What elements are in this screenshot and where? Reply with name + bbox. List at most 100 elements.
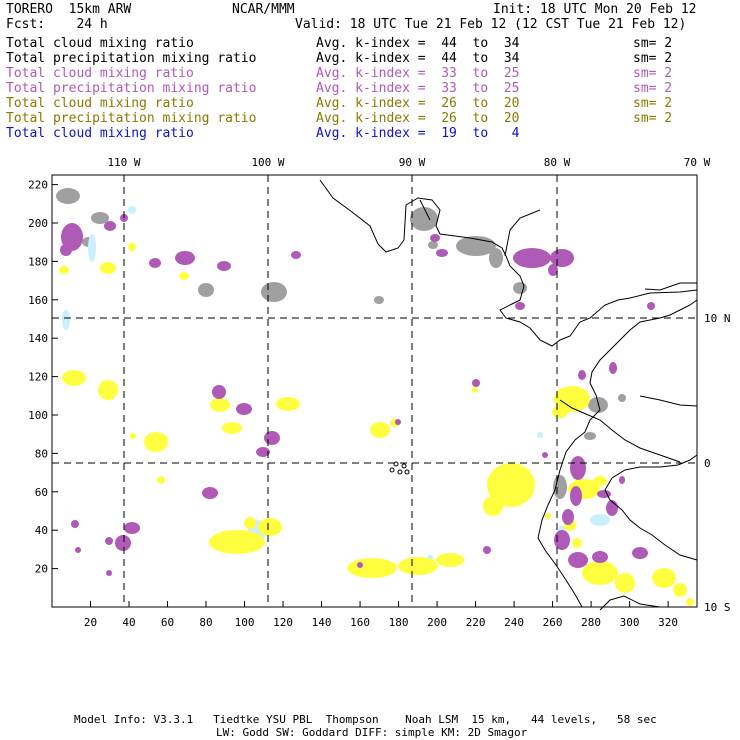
- legend-smoothing: sm= 2: [633, 51, 673, 66]
- legend-field-label: Total precipitation mixing ratio: [6, 111, 257, 126]
- cloud-blob-yellow: [222, 422, 242, 434]
- cloud-blob-yellow: [554, 386, 590, 412]
- cloud-blob-gray: [56, 188, 80, 204]
- y-tick-label: 40: [35, 524, 48, 537]
- cloud-blob-purple: [568, 552, 588, 568]
- y-tick-label: 20: [35, 563, 48, 576]
- cloud-blob-purple: [570, 486, 582, 506]
- longitude-label: 90 W: [399, 156, 426, 169]
- y-tick-label: 80: [35, 447, 48, 460]
- cloud-blob-yellow: [593, 476, 607, 486]
- cloud-blob-yellow: [179, 272, 189, 280]
- cloud-blob-yellow: [276, 397, 300, 411]
- cloud-blob-yellow: [98, 380, 118, 400]
- coastline: [537, 299, 698, 608]
- cloud-blob-purple: [115, 535, 131, 551]
- legend-smoothing: sm= 2: [633, 66, 673, 81]
- coastline: [644, 282, 697, 291]
- cloud-blob-yellow: [686, 598, 694, 606]
- cloud-blob-purple: [647, 302, 655, 310]
- forecast-hour: Fcst: 24 h: [6, 17, 108, 32]
- legend-field-label: Total cloud mixing ratio: [6, 66, 194, 81]
- x-tick-label: 100: [235, 616, 255, 629]
- coastline: [559, 399, 681, 463]
- cloud-blob-yellow: [144, 432, 168, 452]
- cloud-blob-purple: [124, 522, 140, 534]
- cloud-blob-purple: [513, 248, 551, 268]
- cloud-blob-yellow: [483, 496, 503, 516]
- x-tick-label: 320: [658, 616, 678, 629]
- galapagos-island: [389, 467, 395, 473]
- y-tick-label: 140: [28, 332, 48, 345]
- cloud-blob-gray: [261, 282, 287, 302]
- y-tick-label: 120: [28, 371, 48, 384]
- legend-kindex-range: Avg. k-index = 44 to 34: [316, 51, 520, 66]
- cloud-blob-purple: [395, 419, 401, 425]
- cloud-blob-purple: [606, 500, 618, 516]
- x-tick-label: 140: [312, 616, 332, 629]
- cloud-blob-yellow: [487, 463, 535, 507]
- cloud-blob-yellow: [128, 243, 136, 251]
- cloud-blob-purple: [619, 476, 625, 484]
- cloud-blob-cyan: [537, 432, 543, 438]
- cloud-blob-purple: [60, 244, 72, 256]
- y-tick-label: 180: [28, 255, 48, 268]
- cloud-blob-purple: [550, 249, 574, 267]
- legend-kindex-range: Avg. k-index = 26 to 20: [316, 111, 520, 126]
- coastline: [599, 595, 661, 611]
- cloud-blob-gray: [584, 432, 596, 440]
- cloud-blob-gray: [91, 212, 109, 224]
- galapagos-island: [393, 461, 399, 467]
- cloud-blob-yellow: [545, 513, 551, 519]
- cloud-blob-purple: [61, 223, 83, 251]
- cloud-blob-yellow: [652, 568, 676, 588]
- cloud-blob-yellow: [100, 262, 116, 274]
- coastline: [504, 209, 541, 257]
- legend-field-label: Total precipitation mixing ratio: [6, 81, 257, 96]
- x-tick-label: 60: [161, 616, 174, 629]
- legend-smoothing: sm= 2: [633, 111, 673, 126]
- cloud-blob-purple: [570, 456, 586, 480]
- cloud-blob-yellow: [472, 387, 478, 393]
- cloud-blob-purple: [430, 234, 440, 242]
- y-tick-label: 220: [28, 179, 48, 192]
- cloud-blob-purple: [483, 546, 491, 554]
- cloud-blob-yellow: [572, 538, 582, 548]
- legend-kindex-range: Avg. k-index = 33 to 25: [316, 81, 520, 96]
- legend-kindex-range: Avg. k-index = 33 to 25: [316, 66, 520, 81]
- latitude-label: 10 N: [704, 312, 731, 325]
- cloud-blob-purple: [291, 251, 301, 259]
- cloud-blob-yellow: [62, 370, 86, 386]
- cloud-blob-yellow: [244, 517, 256, 529]
- plot-frame: [51, 174, 698, 608]
- cloud-blob-purple: [542, 452, 548, 458]
- cloud-blob-yellow: [157, 476, 165, 484]
- cloud-blob-yellow: [210, 398, 230, 412]
- cloud-blob-purple: [212, 385, 226, 399]
- latitude-label: 10 S: [704, 601, 731, 614]
- cloud-blob-yellow: [59, 266, 69, 274]
- cloud-blob-purple: [515, 302, 525, 310]
- cloud-blob-yellow: [582, 561, 618, 585]
- cloud-blob-yellow: [436, 553, 464, 567]
- cloud-blob-purple: [106, 570, 112, 576]
- legend-smoothing: sm= 2: [633, 96, 673, 111]
- cloud-blob-gray: [489, 248, 503, 268]
- cloud-blob-gray: [410, 207, 438, 231]
- cloud-blob-yellow: [615, 573, 635, 593]
- cloud-blob-cyan: [88, 234, 96, 262]
- legend-field-label: Total cloud mixing ratio: [6, 96, 194, 111]
- coastline: [419, 199, 431, 221]
- x-tick-label: 160: [350, 616, 370, 629]
- cloud-blob-purple: [71, 520, 79, 528]
- cloud-blob-purple: [578, 370, 586, 380]
- physics-info-line: LW: Godd SW: Goddard DIFF: simple KM: 2D…: [216, 726, 528, 739]
- cloud-blob-gray: [198, 283, 214, 297]
- x-tick-label: 20: [84, 616, 97, 629]
- cloud-blob-purple: [105, 537, 113, 545]
- x-tick-label: 220: [466, 616, 486, 629]
- cloud-blob-purple: [75, 547, 81, 553]
- init-time: Init: 18 UTC Mon 20 Feb 12: [493, 2, 697, 17]
- cloud-blob-gray: [588, 397, 608, 413]
